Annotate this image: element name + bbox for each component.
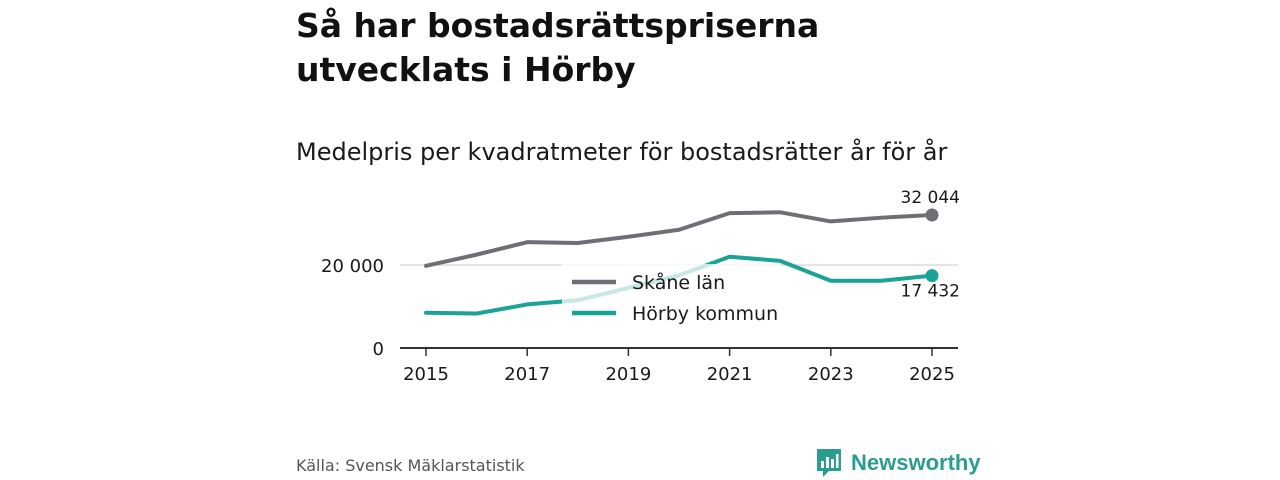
x-tick-label: 2025 (909, 364, 955, 385)
series-line-0 (424, 210, 934, 268)
x-tick-label: 2021 (707, 364, 753, 385)
x-tick-label: 2023 (808, 364, 854, 385)
x-tick-label: 2015 (403, 364, 449, 385)
legend-layer: Skåne län Hörby kommun (562, 264, 780, 330)
series-endpoint-0 (925, 208, 939, 222)
y-tick-label: 20 000 (321, 256, 384, 277)
label-layer: 32 044 17 432 (901, 188, 960, 302)
x-tick-label: 2017 (504, 364, 550, 385)
x-tick-label: 2019 (605, 364, 651, 385)
axis-layer: 0 20 000 2015 2017 2019 2021 2023 2025 (321, 256, 958, 385)
source-text: Källa: Svensk Mäklarstatistik (296, 456, 525, 475)
y-tick-label: 0 (373, 339, 384, 360)
series-endpoint-1 (925, 269, 939, 283)
newsworthy-logo[interactable]: Newsworthy (815, 446, 981, 480)
legend-label-1: Hörby kommun (632, 303, 778, 325)
series-end-label: 32 044 (901, 188, 960, 208)
series-end-label: 17 432 (901, 282, 960, 302)
chart-title: Så har bostadsrättspriserna utvecklats i… (296, 6, 820, 89)
legend-backdrop (562, 264, 780, 330)
legend-label-0: Skåne län (632, 271, 725, 294)
line-chart: 0 20 000 2015 2017 2019 2021 2023 2025 Skåne lä… (321, 188, 960, 385)
logo-text: Newsworthy (851, 450, 981, 475)
chart-subtitle: Medelpris per kvadratmeter för bostadsrä… (296, 138, 948, 166)
newsworthy-logo-icon (817, 449, 841, 477)
